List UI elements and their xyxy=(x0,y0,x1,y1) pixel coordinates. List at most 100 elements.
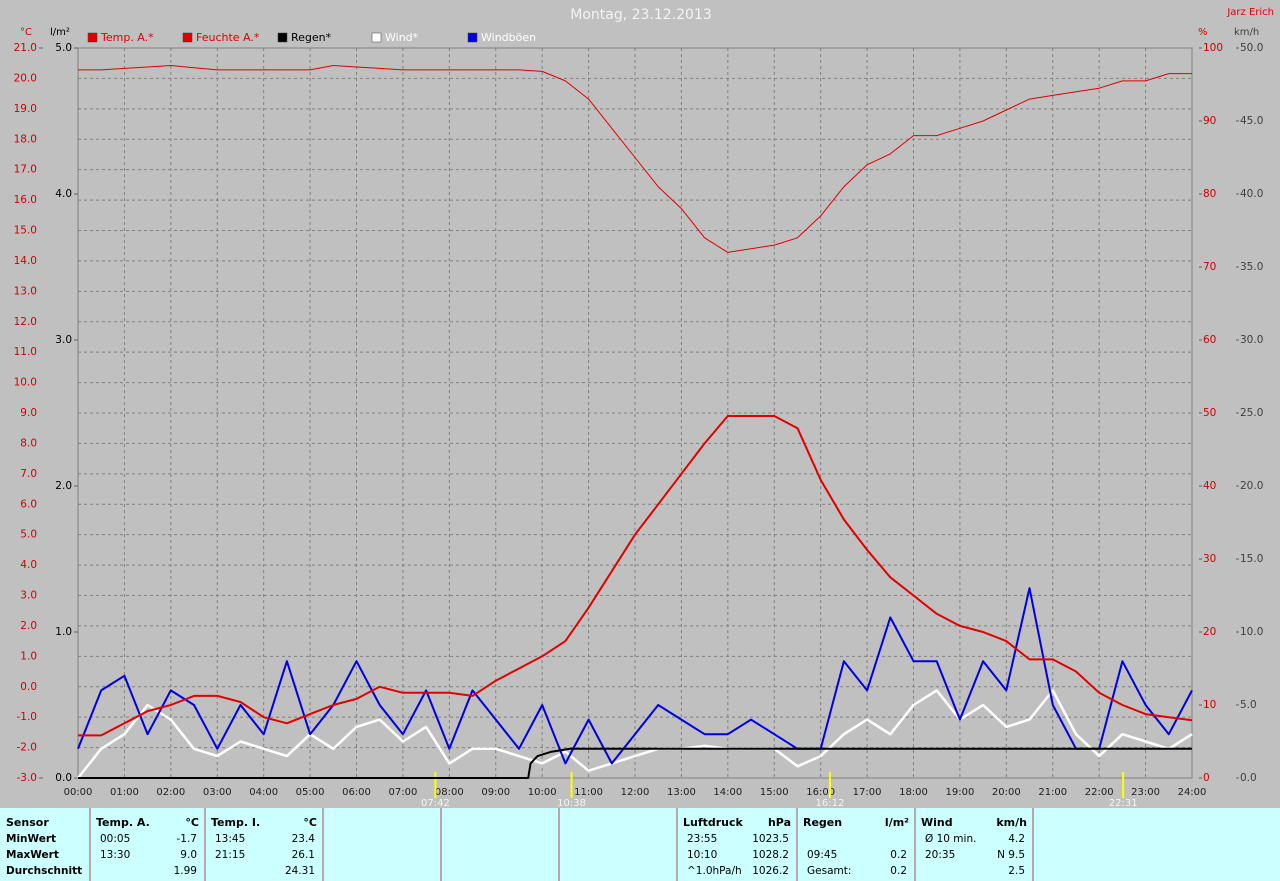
y-tick-label: 0.0 xyxy=(1240,772,1257,784)
legend-label: Wind* xyxy=(385,31,419,44)
y-tick-label: 35.0 xyxy=(1240,261,1263,273)
y-tick-label: 60 xyxy=(1203,334,1216,346)
x-tick-label: 14:00 xyxy=(713,787,742,798)
x-tick-label: 05:00 xyxy=(296,787,325,798)
x-tick-label: 03:00 xyxy=(203,787,232,798)
y-tick-label: -3.0 xyxy=(17,772,38,784)
series-line xyxy=(78,415,1193,737)
y-tick-label: 45.0 xyxy=(1240,115,1263,127)
y-tick-label: 9.0 xyxy=(20,407,37,419)
x-tick-label: 10:00 xyxy=(528,787,557,798)
y-tick-label: 1.0 xyxy=(55,626,72,638)
row-label: MaxWert xyxy=(6,849,59,861)
panel-cell: ^1.0hPa/h xyxy=(687,865,742,877)
y-tick-label: 2.0 xyxy=(20,620,37,632)
panel-header: Luftdruck xyxy=(683,816,744,829)
panel-header: °C xyxy=(303,816,317,829)
panel-cell: N 9.5 xyxy=(997,849,1025,861)
x-tick-label: 18:00 xyxy=(899,787,928,798)
y-tick-label: 20.0 xyxy=(14,72,37,84)
axis-unit: °C xyxy=(20,27,32,38)
axis-unit: % xyxy=(1198,27,1208,38)
author: Jarz Erich xyxy=(1226,7,1274,18)
legend-swatch xyxy=(467,32,478,43)
y-tick-label: 10.0 xyxy=(14,377,37,389)
y-tick-label: 40 xyxy=(1203,480,1216,492)
y-tick-label: 90 xyxy=(1203,115,1216,127)
y-tick-label: 8.0 xyxy=(20,437,37,449)
row-label: MinWert xyxy=(6,833,56,845)
panel-header: l/m² xyxy=(885,816,909,829)
panel-header: Wind xyxy=(921,816,953,829)
panel-cell: 00:05 xyxy=(100,833,130,845)
x-tick-label: 08:00 xyxy=(435,787,464,798)
panel-dividers xyxy=(89,808,1034,881)
series-line xyxy=(78,65,1192,253)
row-label: Durchschnitt xyxy=(6,865,82,877)
x-tick-label: 20:00 xyxy=(992,787,1021,798)
x-tick-label: 16:00 xyxy=(806,787,835,798)
panel-cell: 4.2 xyxy=(1008,833,1025,845)
chart-title: Montag, 23.12.2013 xyxy=(570,7,712,23)
panel-cell: 0.2 xyxy=(890,865,907,877)
y-tick-label: 7.0 xyxy=(20,468,37,480)
panel-cell: 1.99 xyxy=(174,865,197,877)
panel-header: km/h xyxy=(996,816,1027,829)
y-tick-label: 4.0 xyxy=(55,188,72,200)
x-tick-label: 19:00 xyxy=(946,787,975,798)
marker-label: 07:42 xyxy=(421,798,450,809)
y-tick-label: 14.0 xyxy=(14,255,37,267)
x-tick-label: 17:00 xyxy=(853,787,882,798)
y-tick-label: 15.0 xyxy=(1240,553,1263,565)
y-tick-label: 30 xyxy=(1203,553,1216,565)
legend-swatch xyxy=(87,32,98,43)
y-tick-label: 0.0 xyxy=(55,772,72,784)
y-tick-label: 16.0 xyxy=(14,194,37,206)
y-tick-label: 13.0 xyxy=(14,285,37,297)
y-tick-label: 17.0 xyxy=(14,164,37,176)
panel-header: °C xyxy=(185,816,199,829)
panel-cell: 13:45 xyxy=(215,833,245,845)
y-tick-label: 25.0 xyxy=(1240,407,1263,419)
y-tick-label: 3.0 xyxy=(20,590,37,602)
y-tick-label: 20.0 xyxy=(1240,480,1263,492)
x-tick-label: 22:00 xyxy=(1085,787,1114,798)
panel-cell: 23:55 xyxy=(687,833,717,845)
panel-cell: Ø 10 min. xyxy=(925,833,976,845)
x-tick-label: 02:00 xyxy=(156,787,185,798)
x-tick-label: 12:00 xyxy=(621,787,650,798)
x-tick-label: 07:00 xyxy=(389,787,418,798)
series-line xyxy=(78,747,1192,779)
y-tick-label: 50.0 xyxy=(1240,42,1263,54)
y-tick-label: 40.0 xyxy=(1240,188,1263,200)
panel-header: Temp. A. xyxy=(96,816,150,829)
y-tick-label: 5.0 xyxy=(20,529,37,541)
panel-cell: 1026.2 xyxy=(752,865,789,877)
panel-cell: 09:45 xyxy=(807,849,837,861)
y-tick-label: 12.0 xyxy=(14,316,37,328)
y-tick-label: 70 xyxy=(1203,261,1216,273)
y-tick-label: 4.0 xyxy=(20,559,37,571)
panel-header: Temp. I. xyxy=(211,816,260,829)
y-tick-label: 30.0 xyxy=(1240,334,1263,346)
y-tick-label: 6.0 xyxy=(20,498,37,510)
panel-header: Sensor xyxy=(6,816,49,829)
y-tick-label: 2.0 xyxy=(55,480,72,492)
legend-swatch xyxy=(182,32,193,43)
x-tick-label: 23:00 xyxy=(1131,787,1160,798)
y-tick-label: 100 xyxy=(1203,42,1223,54)
panel-cell: 1023.5 xyxy=(752,833,789,845)
series-line xyxy=(77,587,1193,765)
panel-cell: 2.5 xyxy=(1008,865,1025,877)
y-tick-label: 3.0 xyxy=(55,334,72,346)
panel-cell: 21:15 xyxy=(215,849,245,861)
y-tick-label: 1.0 xyxy=(20,650,37,662)
y-tick-label: 5.0 xyxy=(55,42,72,54)
panel-cell: 20:35 xyxy=(925,849,955,861)
panel-cell: 0.2 xyxy=(890,849,907,861)
y-tick-label: 15.0 xyxy=(14,225,37,237)
legend-swatch xyxy=(277,32,288,43)
panel-header: Regen xyxy=(803,816,842,829)
y-tick-label: 19.0 xyxy=(14,103,37,115)
